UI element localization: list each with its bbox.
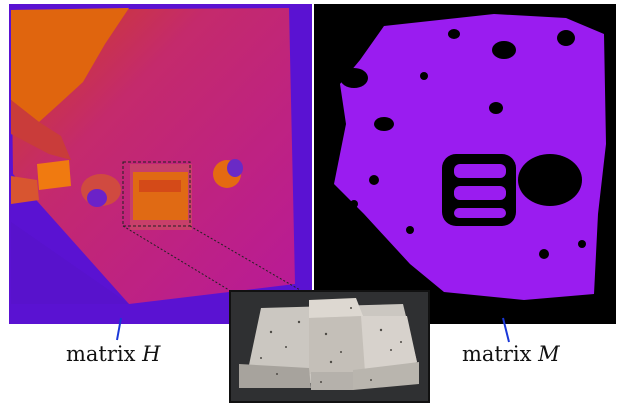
matrix-m-word: matrix xyxy=(462,342,532,366)
selection-box xyxy=(122,161,191,227)
matrix-h-symbol: H xyxy=(142,342,161,366)
block-photo-inset xyxy=(229,290,430,403)
matrix-m-image xyxy=(314,4,616,324)
block-photo xyxy=(231,292,428,401)
matrix-h-word: matrix xyxy=(66,342,136,366)
matrix-h-heatmap xyxy=(9,4,312,324)
matrix-h-image xyxy=(9,4,312,324)
mask-hole-large xyxy=(518,154,582,206)
left-blob-1 xyxy=(37,160,71,190)
matrix-m-symbol: M xyxy=(538,342,560,366)
matrix-h-label: matrix H xyxy=(66,342,161,366)
matrix-m-mask xyxy=(314,4,616,324)
high-region xyxy=(11,8,129,122)
matrix-m-label: matrix M xyxy=(462,342,560,366)
